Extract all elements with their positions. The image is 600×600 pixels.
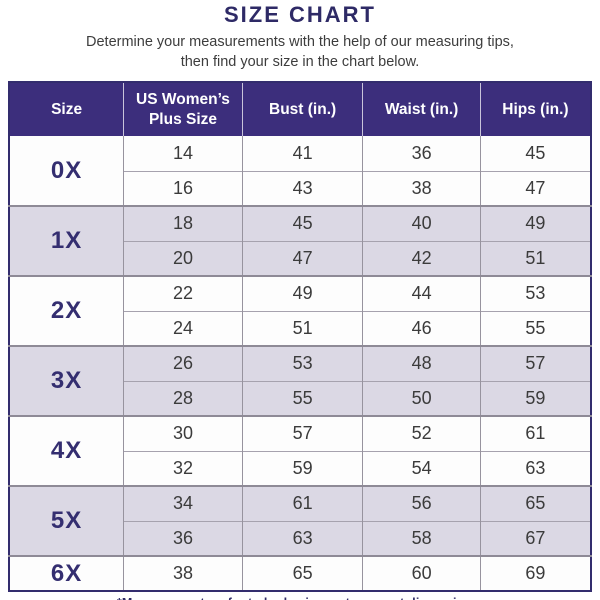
measurement-cell: 52 <box>362 415 481 452</box>
size-cell: 4X <box>8 415 125 487</box>
measurement-cell: 42 <box>362 240 481 277</box>
measurement-cell: 38 <box>362 170 481 207</box>
table-row: 16 43 38 47 <box>9 170 592 207</box>
size-cell: 1X <box>8 205 125 277</box>
size-cell: 2X <box>8 275 125 347</box>
measurement-cell: 50 <box>362 380 481 417</box>
size-cell: 5X <box>8 485 125 557</box>
measurement-cell: 51 <box>479 240 592 277</box>
size-cell: 0X <box>8 136 125 207</box>
table-row: 5X 34 61 56 65 <box>8 485 592 557</box>
measurement-cell: 59 <box>241 450 364 487</box>
column-header-us-women-s-plus-size: US Women’s Plus Size <box>123 82 243 137</box>
table-row: 24 51 46 55 <box>9 310 592 347</box>
table-row: 1X 18 45 40 49 <box>8 205 592 277</box>
measurement-cell: 49 <box>241 275 364 312</box>
table-row: 6X 38 65 60 69 <box>8 555 592 592</box>
table-row: 4X 30 57 52 61 <box>8 415 592 487</box>
column-header-size: Size <box>8 82 125 137</box>
measurement-cell: 57 <box>241 415 364 452</box>
table-row: 0X 14 41 36 45 <box>8 136 592 207</box>
measurement-cell: 46 <box>362 310 481 347</box>
page-title: SIZE CHART <box>224 2 376 27</box>
measurement-cell: 36 <box>123 520 243 557</box>
measurement-cell: 47 <box>479 170 592 207</box>
footnote: *Measurements refer to body size, not ga… <box>0 596 600 600</box>
measurement-cell: 22 <box>123 275 243 312</box>
measurement-cell: 49 <box>479 205 592 242</box>
measurement-cell: 65 <box>241 555 364 592</box>
subtitle-line-1: Determine your measurements with the hel… <box>86 34 514 50</box>
measurement-cell: 69 <box>479 555 592 592</box>
measurement-cell: 47 <box>241 240 364 277</box>
measurement-cell: 20 <box>123 240 243 277</box>
measurement-cell: 26 <box>123 345 243 382</box>
measurement-cell: 14 <box>123 136 243 172</box>
measurement-cell: 45 <box>479 136 592 172</box>
measurement-cell: 55 <box>241 380 364 417</box>
table-row: 28 55 50 59 <box>9 380 592 417</box>
table-header-row: Size US Women’s Plus Size Bust (in.) Waist … <box>8 82 592 137</box>
measurement-cell: 16 <box>123 170 243 207</box>
measurement-cell: 32 <box>123 450 243 487</box>
measurement-cell: 34 <box>123 485 243 522</box>
measurement-cell: 40 <box>362 205 481 242</box>
measurement-cell: 60 <box>362 555 481 592</box>
measurement-cell: 67 <box>479 520 592 557</box>
measurement-cell: 18 <box>123 205 243 242</box>
measurement-cell: 24 <box>123 310 243 347</box>
column-header-hips-in: Hips (in.) <box>479 82 592 137</box>
column-header-waist-in: Waist (in.) <box>362 82 481 137</box>
page-subtitle: Determine your measurements with the hel… <box>0 33 600 72</box>
subtitle-line-2: then find your size in the chart below. <box>180 53 420 70</box>
measurement-cell: 48 <box>362 345 481 382</box>
measurement-cell: 30 <box>123 415 243 452</box>
measurement-cell: 45 <box>241 205 364 242</box>
table-row: 20 47 42 51 <box>9 240 592 277</box>
measurement-cell: 63 <box>479 450 592 487</box>
table-row: 32 59 54 63 <box>9 450 592 487</box>
measurement-cell: 59 <box>479 380 592 417</box>
table-row: 3X 26 53 48 57 <box>8 345 592 417</box>
table-row: 2X 22 49 44 53 <box>8 275 592 347</box>
table-body: 0X 14 41 36 45 16 43 38 47 1X 18 45 40 49 20 47 42 51 2X 22… <box>8 136 592 592</box>
measurement-cell: 61 <box>241 485 364 522</box>
column-header-bust-in: Bust (in.) <box>241 82 364 137</box>
measurement-cell: 56 <box>362 485 481 522</box>
measurement-cell: 43 <box>241 170 364 207</box>
measurement-cell: 38 <box>123 555 243 592</box>
measurement-cell: 63 <box>241 520 364 557</box>
measurement-cell: 28 <box>123 380 243 417</box>
measurement-cell: 53 <box>479 275 592 312</box>
measurement-cell: 55 <box>479 310 592 347</box>
measurement-cell: 61 <box>479 415 592 452</box>
size-cell: 3X <box>8 345 125 417</box>
measurement-cell: 54 <box>362 450 481 487</box>
measurement-cell: 51 <box>241 310 364 347</box>
measurement-cell: 53 <box>241 345 364 382</box>
measurement-cell: 65 <box>479 485 592 522</box>
table-row: 36 63 58 67 <box>9 520 592 557</box>
measurement-cell: 44 <box>362 275 481 312</box>
measurement-cell: 41 <box>241 136 364 172</box>
measurement-cell: 57 <box>479 345 592 382</box>
measurement-cell: 58 <box>362 520 481 557</box>
size-cell: 6X <box>8 555 125 592</box>
measurement-cell: 36 <box>362 136 481 172</box>
size-chart-table: Size US Women’s Plus Size Bust (in.) Waist … <box>8 81 592 593</box>
